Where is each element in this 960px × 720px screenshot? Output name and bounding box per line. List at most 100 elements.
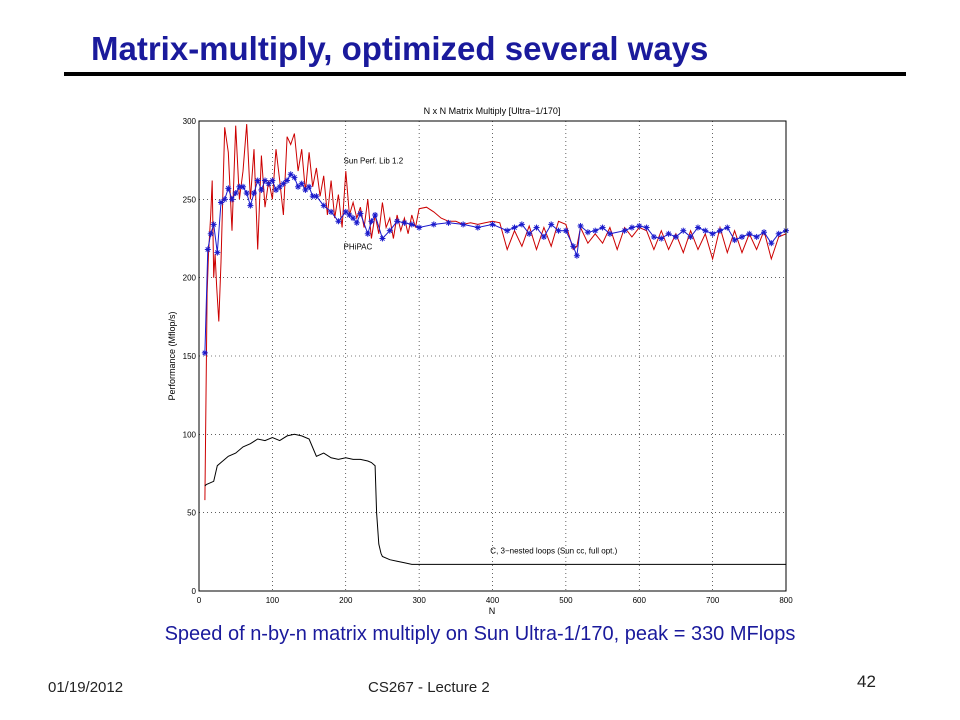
phipac-point: [350, 215, 357, 222]
phipac-point: [372, 212, 379, 218]
sun-perf-lib-line: [204, 124, 787, 501]
phipac-point: [526, 230, 533, 237]
phipac-point: [489, 221, 496, 228]
phipac-point: [328, 208, 335, 215]
phipac-point: [204, 246, 211, 253]
phipac-point: [320, 202, 327, 209]
phipac-point: [577, 222, 584, 229]
x-tick-label: 800: [779, 596, 793, 605]
phipac-point: [357, 210, 364, 217]
phipac-point: [243, 190, 250, 197]
phipac-point: [210, 221, 217, 228]
phipac-point: [240, 183, 247, 190]
chart-annotations: Sun Perf. Lib 1.2 PHiPAC C, 3−nested loops…: [344, 156, 618, 555]
x-tick-label: 500: [559, 596, 573, 605]
phipac-point: [401, 219, 408, 226]
footer-date: 01/19/2012: [48, 679, 124, 696]
phipac-point: [306, 183, 313, 190]
phipac-point: [584, 229, 591, 236]
phipac-point: [672, 233, 679, 240]
phipac-point: [430, 221, 437, 228]
phipac-point: [658, 235, 665, 242]
phipac-point: [201, 349, 208, 356]
phipac-point: [295, 183, 302, 190]
phipac-point: [628, 224, 635, 231]
phipac-point: [474, 224, 481, 231]
phipac-point: [207, 230, 214, 237]
c-naive-annotation: C, 3−nested loops (Sun cc, full opt.): [490, 546, 617, 555]
phipac-point: [251, 190, 258, 197]
phipac-point: [445, 219, 452, 226]
y-tick-label: 250: [183, 195, 197, 204]
phipac-point: [313, 193, 320, 200]
phipac-point: [353, 219, 360, 226]
phipac-point: [562, 227, 569, 234]
x-tick-label: 100: [266, 596, 280, 605]
x-tick-label: 300: [412, 596, 426, 605]
x-axis-label: N: [489, 606, 496, 616]
phipac-point: [724, 224, 731, 231]
phipac-point: [768, 240, 775, 247]
footer-course: CS267 - Lecture 2: [368, 679, 490, 696]
x-tick-label: 400: [486, 596, 500, 605]
phipac-point: [621, 227, 628, 234]
phipac-point: [265, 180, 272, 187]
series-markers: [201, 171, 789, 356]
phipac-point: [592, 227, 599, 234]
axis-ticks: 0 100 200 300 400 500 600 700 800 0 50 100 150 200 250…: [183, 117, 794, 605]
phipac-point: [379, 235, 386, 242]
x-tick-label: 0: [197, 596, 202, 605]
series-lines: [204, 124, 787, 565]
phipac-point: [386, 227, 393, 234]
phipac-point: [731, 237, 738, 244]
slide-title: Matrix-multiply, optimized several ways: [91, 30, 709, 67]
y-axis-label: Performance (Mflop/s): [167, 311, 177, 400]
phipac-point: [540, 233, 547, 240]
phipac-point: [694, 224, 701, 231]
phipac-point: [214, 249, 221, 256]
phipac-point: [247, 202, 254, 209]
phipac-point: [738, 233, 745, 240]
phipac-point: [254, 177, 261, 184]
phipac-point: [702, 227, 709, 234]
phipac-point: [636, 222, 643, 229]
y-tick-label: 100: [183, 430, 197, 439]
phipac-point: [599, 224, 606, 231]
phipac-point: [258, 186, 265, 193]
sun-perf-lib-annotation: Sun Perf. Lib 1.2: [344, 156, 404, 165]
phipac-point: [229, 196, 236, 203]
phipac-line: [204, 173, 787, 353]
phipac-point: [716, 227, 723, 234]
phipac-point: [291, 174, 298, 181]
plot-frame: [198, 120, 787, 592]
phipac-point: [232, 190, 239, 197]
phipac-point: [273, 186, 280, 193]
phipac-point: [408, 221, 415, 228]
phipac-point: [518, 221, 525, 228]
phipac-annotation: PHiPAC: [344, 242, 373, 251]
y-tick-label: 150: [183, 352, 197, 361]
x-tick-label: 700: [706, 596, 720, 605]
phipac-point: [269, 177, 276, 184]
phipac-point: [555, 227, 562, 234]
phipac-point: [511, 224, 518, 231]
phipac-point: [548, 221, 555, 228]
phipac-point: [753, 233, 760, 240]
phipac-point: [643, 224, 650, 231]
x-tick-label: 200: [339, 596, 353, 605]
page-number: 42: [857, 672, 876, 691]
c-naive-line: [204, 433, 786, 565]
phipac-point: [368, 218, 375, 225]
phipac-point: [284, 177, 291, 184]
y-tick-label: 200: [183, 274, 197, 283]
chart-title: N x N Matrix Multiply [Ultra−1/170]: [424, 106, 561, 116]
phipac-point: [573, 252, 580, 259]
slide-caption: Speed of n-by-n matrix multiply on Sun U…: [164, 623, 796, 645]
phipac-point: [533, 224, 540, 231]
y-tick-label: 0: [192, 587, 197, 596]
phipac-point: [680, 227, 687, 234]
x-tick-label: 600: [633, 596, 647, 605]
phipac-point: [504, 227, 511, 234]
grid-lines: [199, 121, 786, 591]
